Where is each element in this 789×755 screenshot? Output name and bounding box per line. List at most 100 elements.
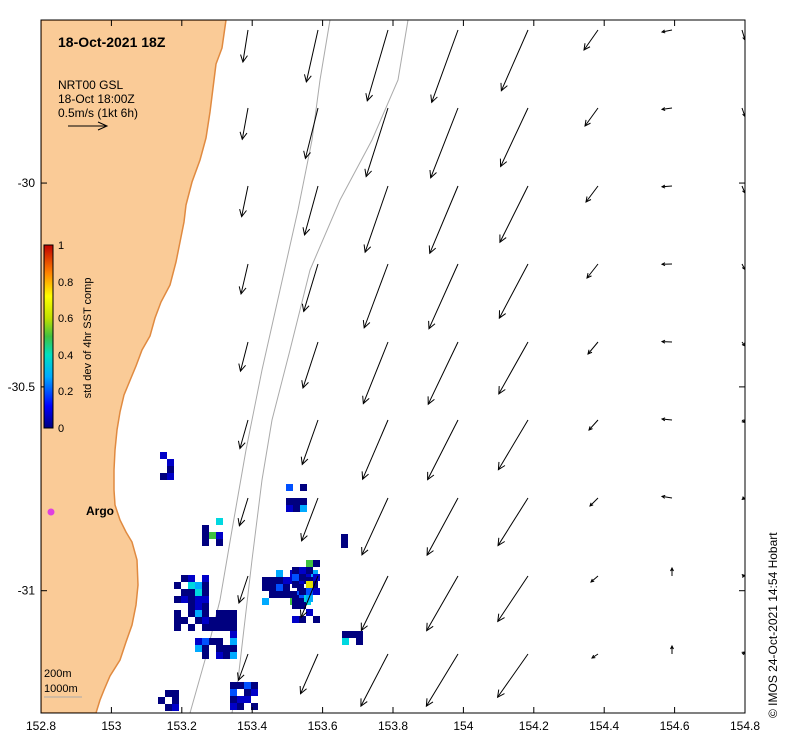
sst-pixel: [293, 498, 300, 505]
sst-pixel: [293, 505, 300, 512]
sst-pixel: [202, 638, 209, 645]
argo-float-marker: [48, 509, 54, 515]
sst-pixel: [195, 645, 202, 652]
sst-pixel: [172, 704, 179, 711]
sst-pixel: [167, 466, 174, 473]
sst-pixel: [223, 652, 230, 659]
sst-pixel: [202, 617, 209, 624]
sst-pixel: [299, 588, 306, 595]
x-tick-label: 154.8: [730, 719, 760, 733]
sst-pixel: [262, 598, 269, 605]
colorbar-tick: 0: [58, 423, 64, 435]
legend-time: 18-Oct 18:00Z: [58, 92, 135, 106]
colorbar: [44, 245, 53, 428]
sst-pixel: [181, 575, 188, 582]
sst-pixel: [244, 682, 251, 689]
sst-pixel: [230, 652, 237, 659]
sst-pixel: [251, 682, 258, 689]
sst-pixel: [237, 703, 244, 710]
x-tick-label: 152.8: [26, 719, 56, 733]
sst-pixel: [269, 591, 276, 598]
sst-pixel: [306, 560, 313, 567]
sst-pixel: [195, 617, 202, 624]
sst-pixel: [167, 473, 174, 480]
sst-pixel: [230, 645, 237, 652]
sst-pixel: [292, 581, 299, 588]
isobath-label-200m: 200m: [44, 668, 72, 680]
colorbar-tick: 0.6: [58, 313, 73, 325]
x-tick-label: 153.2: [167, 719, 197, 733]
credit-text: © IMOS 24-Oct-2021 14:54 Hobart: [766, 532, 780, 718]
sst-pixel: [202, 652, 209, 659]
sst-pixel: [269, 577, 276, 584]
sst-pixel: [165, 690, 172, 697]
sst-pixel: [216, 518, 223, 525]
sst-pixel: [188, 596, 195, 603]
x-tick-label: 153.6: [308, 719, 338, 733]
legend-model: NRT00 GSL: [58, 78, 123, 92]
sst-pixel: [209, 638, 216, 645]
sst-pixel: [174, 610, 181, 617]
sst-pixel: [300, 505, 307, 512]
colorbar-tick: 0.2: [58, 386, 73, 398]
isobath-label-1000m: 1000m: [44, 683, 78, 695]
sst-pixel: [292, 602, 299, 609]
sst-pixel: [181, 617, 188, 624]
sst-pixel: [299, 616, 306, 623]
sst-pixel: [262, 577, 269, 584]
sst-pixel: [230, 610, 237, 617]
sst-pixel: [167, 459, 174, 466]
sst-pixel: [286, 484, 293, 491]
argo-label: Argo: [86, 504, 114, 518]
sst-pixel: [223, 645, 230, 652]
sst-pixel: [237, 682, 244, 689]
y-tick-label: -31: [18, 584, 36, 598]
sst-pixel: [160, 473, 167, 480]
sst-pixel: [188, 610, 195, 617]
sst-pixel: [209, 532, 216, 539]
sst-pixel: [342, 638, 349, 645]
sst-pixel: [195, 589, 202, 596]
x-tick-label: 153: [101, 719, 121, 733]
sst-pixel: [202, 610, 209, 617]
sst-pixel: [158, 697, 165, 704]
sst-pixel: [283, 577, 290, 584]
sst-pixel: [188, 603, 195, 610]
x-tick-label: 154.6: [660, 719, 690, 733]
sst-pixel: [195, 603, 202, 610]
sst-pixel: [251, 689, 258, 696]
sst-pixel: [195, 582, 202, 589]
sst-pixel: [299, 574, 306, 581]
sst-pixel: [174, 617, 181, 624]
sst-pixel: [342, 631, 349, 638]
sst-pixel: [223, 617, 230, 624]
colorbar-tick: 0.8: [58, 277, 73, 289]
y-tick-label: -30.5: [8, 380, 36, 394]
sst-pixel: [202, 645, 209, 652]
sst-pixel: [292, 616, 299, 623]
x-tick-label: 153.4: [237, 719, 267, 733]
sst-pixel: [223, 610, 230, 617]
sst-pixel: [276, 570, 283, 577]
sst-pixel: [276, 577, 283, 584]
sst-pixel: [262, 584, 269, 591]
sst-pixel: [230, 703, 237, 710]
sst-pixel: [292, 567, 299, 574]
sst-pixel: [216, 645, 223, 652]
sst-pixel: [174, 596, 181, 603]
sst-pixel: [202, 603, 209, 610]
sst-pixel: [300, 484, 307, 491]
sst-pixel: [313, 560, 320, 567]
sst-pixel: [216, 539, 223, 546]
sst-pixel: [269, 584, 276, 591]
sst-pixel: [313, 588, 320, 595]
sst-pixel: [160, 452, 167, 459]
sst-pixel: [216, 617, 223, 624]
x-tick-label: 154.2: [519, 719, 549, 733]
sst-pixel: [209, 624, 216, 631]
sst-pixel: [230, 631, 237, 638]
sst-pixel: [181, 589, 188, 596]
legend-scale: 0.5m/s (1kt 6h): [58, 106, 138, 120]
sst-pixel: [286, 498, 293, 505]
sst-pixel: [202, 525, 209, 532]
